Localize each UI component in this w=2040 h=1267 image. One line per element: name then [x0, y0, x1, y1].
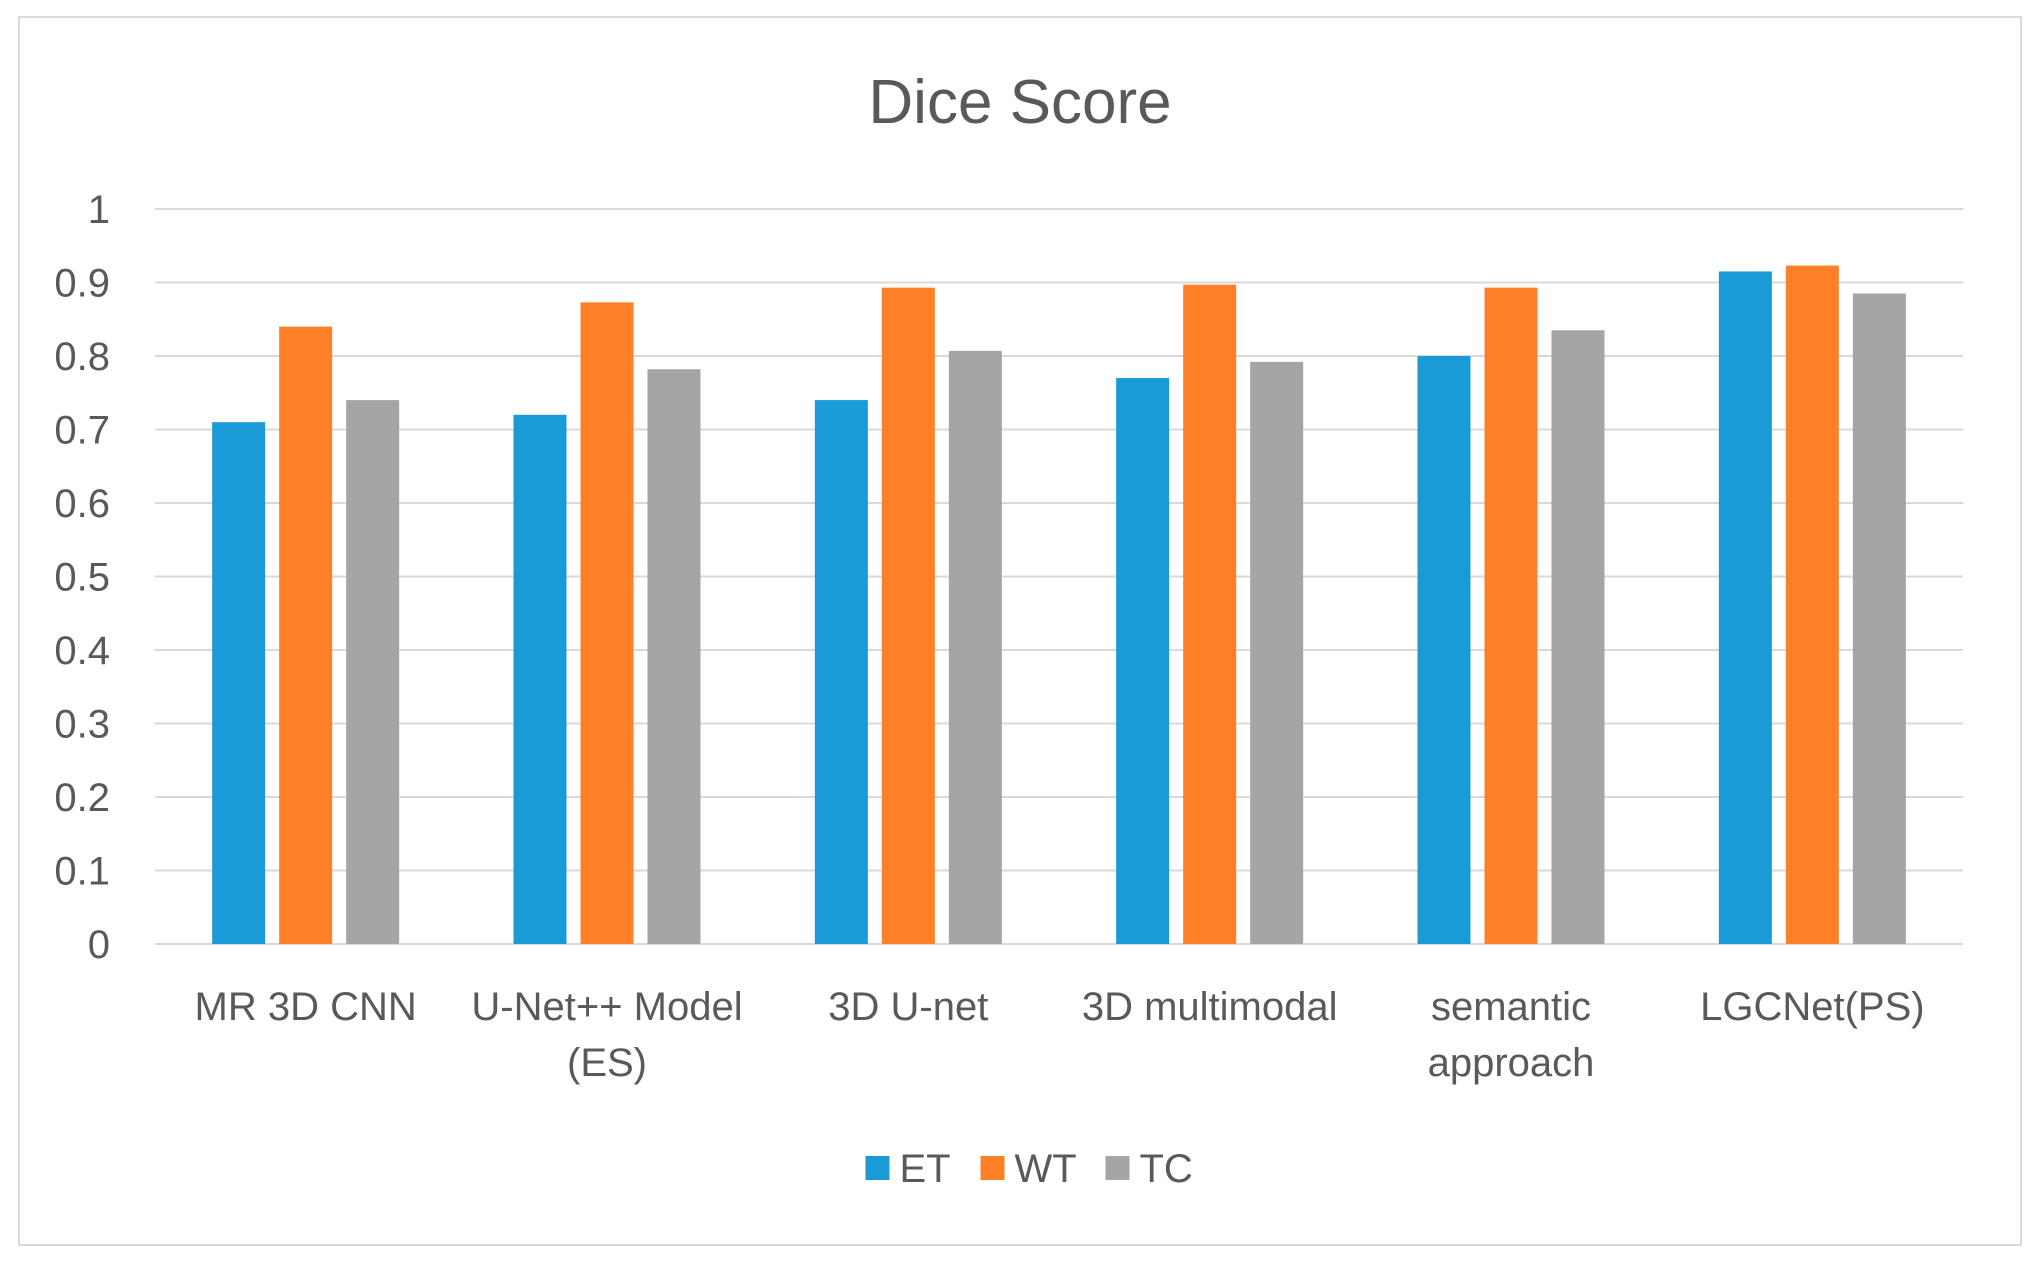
y-tick-label: 0.6 [54, 482, 110, 526]
x-category-label: 3D multimodal [1082, 985, 1338, 1029]
legend-label-wt: WT [1015, 1147, 1077, 1191]
y-tick-label: 0 [88, 923, 110, 967]
bar-tc [1551, 330, 1605, 944]
x-category-label: semantic [1431, 985, 1591, 1029]
bar-et [1718, 271, 1772, 945]
y-tick-label: 0.5 [54, 556, 110, 600]
gridlines [155, 208, 1963, 945]
bar-et [513, 414, 567, 944]
x-category-label: U-Net++ Model [471, 985, 742, 1029]
legend-label-tc: TC [1140, 1147, 1193, 1191]
bar-et [814, 400, 868, 945]
legend-swatch-et [865, 1156, 890, 1180]
y-axis-tick-labels: 0 0.1 0.2 0.3 0.4 0.5 0.6 0.7 0.8 0.9 1 [54, 188, 110, 967]
bar-wt [1785, 265, 1839, 945]
bar-et [212, 422, 266, 944]
y-tick-label: 1 [88, 188, 110, 232]
bar-wt [881, 287, 935, 944]
bar-tc [1250, 361, 1304, 944]
y-tick-label: 0.8 [54, 335, 110, 379]
bar-wt [580, 302, 634, 945]
y-tick-label: 0.3 [54, 703, 110, 747]
bar-tc [1852, 293, 1906, 944]
x-category-label: LGCNet(PS) [1700, 985, 1925, 1029]
x-category-label: approach [1428, 1041, 1595, 1085]
y-tick-label: 0.9 [54, 262, 110, 306]
y-tick-label: 0.4 [54, 629, 110, 673]
y-tick-label: 0.2 [54, 776, 110, 820]
bar-wt [279, 326, 333, 945]
x-category-label: 3D U-net [828, 985, 988, 1029]
bar-tc [647, 369, 701, 945]
bar-et [1116, 378, 1170, 944]
x-category-label: MR 3D CNN [195, 985, 417, 1029]
x-category-label: (ES) [567, 1041, 647, 1085]
legend: ET WT TC [865, 1147, 1193, 1191]
y-tick-label: 0.7 [54, 409, 110, 453]
x-axis-category-labels: MR 3D CNN U-Net++ Model (ES) 3D U-net 3D mul… [195, 985, 1925, 1085]
bar-tc [948, 350, 1002, 945]
bar-et [1417, 356, 1471, 944]
bars [212, 265, 1906, 945]
legend-swatch-wt [980, 1156, 1005, 1180]
bar-wt [1484, 287, 1538, 944]
y-tick-label: 0.1 [54, 850, 110, 894]
legend-label-et: ET [900, 1147, 951, 1191]
bar-tc [346, 400, 400, 945]
legend-swatch-tc [1105, 1156, 1130, 1180]
bar-wt [1183, 284, 1237, 945]
chart-title: Dice Score [868, 68, 1171, 137]
